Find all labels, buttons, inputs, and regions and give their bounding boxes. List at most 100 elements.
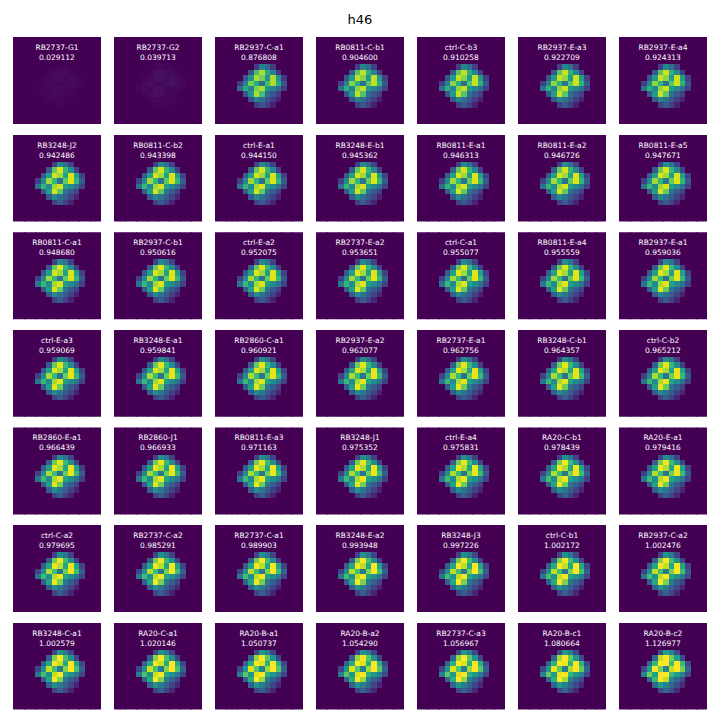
cell	[287, 119, 293, 124]
cell	[382, 70, 388, 76]
cell	[169, 102, 175, 108]
cell	[590, 108, 596, 114]
cell	[147, 86, 153, 92]
cell	[85, 113, 91, 119]
cell	[669, 86, 675, 92]
cell	[237, 91, 243, 97]
cell	[90, 102, 96, 108]
cell	[243, 108, 249, 114]
cell	[125, 37, 131, 43]
cell	[696, 86, 702, 92]
cell	[557, 64, 563, 70]
cell	[483, 42, 489, 48]
cell	[518, 102, 524, 108]
cell	[175, 75, 181, 81]
cell	[24, 162, 30, 168]
cell	[186, 48, 192, 54]
cell	[24, 42, 30, 48]
cell	[494, 42, 500, 48]
cell	[483, 64, 489, 70]
cell	[338, 102, 344, 108]
cell	[573, 64, 579, 70]
cell	[388, 64, 394, 70]
panel: RB2937-C-a10.876808	[215, 37, 304, 125]
cell	[568, 97, 574, 103]
cell	[96, 108, 102, 114]
cell	[281, 91, 287, 97]
cell	[647, 81, 653, 87]
cell	[248, 102, 254, 108]
cell	[63, 64, 69, 70]
cell	[153, 86, 159, 92]
cell	[584, 70, 590, 76]
cell	[619, 119, 625, 124]
cell	[658, 97, 664, 103]
cell	[13, 75, 19, 81]
cell	[164, 108, 170, 114]
cell	[114, 91, 120, 97]
cell	[551, 75, 557, 81]
cell	[382, 81, 388, 87]
cell	[489, 102, 495, 108]
cell	[13, 135, 19, 141]
cell	[393, 97, 399, 103]
cell	[215, 97, 221, 103]
cell	[186, 119, 192, 124]
cell	[428, 91, 434, 97]
cell	[494, 91, 500, 97]
cell	[540, 119, 546, 124]
cell	[702, 48, 708, 54]
cell	[175, 97, 181, 103]
cell	[630, 64, 636, 70]
cell	[292, 48, 298, 54]
cell	[136, 97, 142, 103]
cell	[456, 70, 462, 76]
cell	[674, 75, 680, 81]
cell	[136, 102, 142, 108]
cell	[625, 70, 631, 76]
cell	[221, 91, 227, 97]
cell	[46, 113, 52, 119]
cell	[652, 91, 658, 97]
cell	[259, 86, 265, 92]
cell	[24, 75, 30, 81]
cell	[79, 37, 85, 43]
cell	[180, 75, 186, 81]
cell	[153, 75, 159, 81]
cell	[500, 75, 506, 81]
cell	[52, 184, 58, 190]
cell	[79, 184, 85, 190]
cell	[619, 113, 625, 119]
cell	[96, 70, 102, 76]
cell	[180, 64, 186, 70]
cell	[13, 119, 19, 124]
cell	[46, 189, 52, 195]
cell	[169, 75, 175, 81]
cell	[601, 59, 607, 65]
cell	[175, 119, 181, 124]
cell	[125, 102, 131, 108]
cell	[467, 64, 473, 70]
cell	[652, 97, 658, 103]
cell	[68, 108, 74, 114]
cell	[601, 86, 607, 92]
panel: RB0811-C-b10.904600	[316, 37, 405, 125]
cell	[259, 70, 265, 76]
cell	[349, 97, 355, 103]
cell	[90, 64, 96, 70]
cell	[360, 108, 366, 114]
cell	[52, 86, 58, 92]
cell	[147, 64, 153, 70]
cell	[478, 113, 484, 119]
cell	[24, 81, 30, 87]
cell	[265, 86, 271, 92]
cell	[696, 42, 702, 48]
cell	[393, 75, 399, 81]
cell	[52, 167, 58, 173]
cell	[281, 113, 287, 119]
cell	[13, 173, 19, 179]
cell	[79, 145, 85, 151]
cell	[557, 86, 563, 92]
cell	[625, 91, 631, 97]
cell	[674, 64, 680, 70]
